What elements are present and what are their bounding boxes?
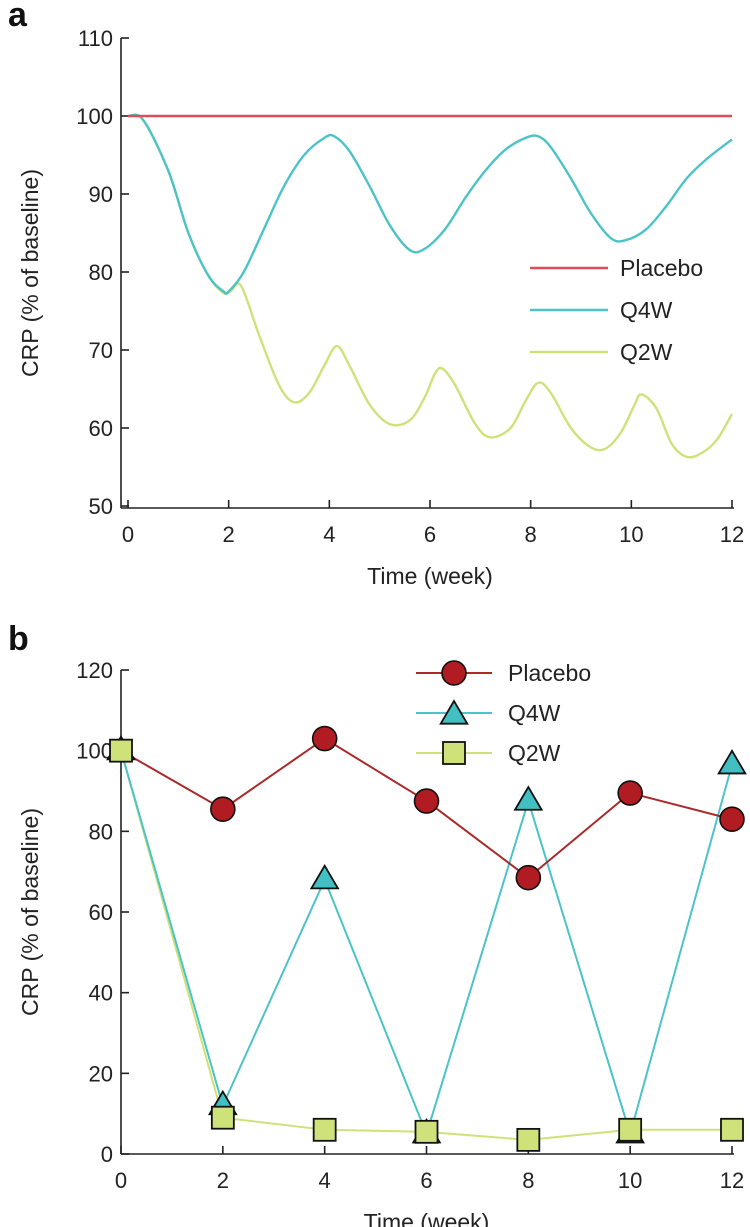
y-tick-label: 0 — [101, 1142, 113, 1167]
panel-label-a: a — [8, 0, 27, 34]
chart-panel-a: a 50 60 70 80 90 100 110 0 2 4 6 8 10 12 Time (week) CR… — [0, 0, 750, 600]
q2w-marker — [414, 1119, 439, 1144]
x-axis-title: Time (week) — [367, 563, 493, 589]
chart-a-svg: 50 60 70 80 90 100 110 0 2 4 6 8 10 12 Time (week) CRP … — [17, 26, 744, 589]
x-tick-label: 10 — [619, 522, 643, 547]
y-tick-label: 70 — [89, 338, 113, 363]
legend-label-q2w: Q2W — [620, 339, 673, 365]
chart-panel-b: b 0 20 40 60 80 100 120 0 2 4 6 8 10 12 Time (week) CRP… — [0, 610, 750, 1227]
q2w-marker — [618, 1117, 643, 1142]
y-tick-label: 80 — [89, 260, 113, 285]
x-tick-label: 6 — [424, 522, 436, 547]
q4w-marker — [513, 785, 544, 811]
y-tick-label: 40 — [89, 981, 113, 1006]
placebo-marker — [413, 788, 440, 814]
q2w-marker — [210, 1105, 235, 1130]
placebo-marker — [515, 864, 542, 891]
q2w-marker — [109, 738, 133, 763]
x-tick-label: 8 — [522, 1168, 534, 1193]
placebo-marker — [311, 725, 338, 752]
y-tick-label: 120 — [76, 658, 113, 683]
y-tick-label: 80 — [89, 819, 113, 844]
legend-label-q2w: Q2W — [508, 740, 561, 766]
legend-label-q4w: Q4W — [508, 700, 561, 726]
x-tick-label: 12 — [720, 1168, 744, 1193]
legend-marker-placebo — [441, 660, 467, 686]
legend-label-q4w: Q4W — [620, 297, 673, 323]
q2w-marker — [312, 1117, 337, 1142]
q4w-marker — [717, 749, 747, 775]
q2w-line — [127, 113, 734, 459]
y-tick-label: 110 — [78, 26, 113, 51]
y-tick-label: 50 — [89, 494, 113, 519]
x-tick-label: 12 — [720, 522, 744, 547]
y-tick-label: 60 — [89, 900, 113, 925]
legend-marker-q2w — [442, 741, 466, 765]
legend-label-placebo: Placebo — [508, 660, 591, 686]
y-axis-title: CRP (% of baseline) — [17, 169, 43, 377]
legend-marker-q4w — [439, 699, 469, 725]
placebo-marker — [617, 780, 643, 806]
x-tick-label: 4 — [323, 522, 335, 547]
q4w-marker — [309, 863, 340, 890]
placebo-marker — [210, 796, 236, 822]
y-axis-title: CRP (% of baseline) — [17, 808, 43, 1016]
x-tick-label: 8 — [525, 522, 537, 547]
y-tick-label: 100 — [76, 104, 113, 129]
q2w-marker — [516, 1127, 541, 1152]
x-tick-label: 2 — [217, 1168, 229, 1193]
q4w-line — [127, 113, 733, 295]
y-tick-label: 90 — [89, 182, 113, 207]
x-tick-label: 2 — [223, 522, 235, 547]
q2w-marker — [720, 1117, 744, 1142]
x-axis-title: Time (week) — [364, 1209, 490, 1227]
y-tick-label: 60 — [89, 416, 113, 441]
x-tick-label: 6 — [420, 1168, 432, 1193]
panel-label-b: b — [8, 620, 29, 658]
x-tick-label: 0 — [122, 522, 134, 547]
legend-label-placebo: Placebo — [620, 255, 703, 281]
x-tick-label: 4 — [319, 1168, 331, 1193]
placebo-marker — [719, 806, 745, 833]
x-tick-label: 10 — [618, 1168, 642, 1193]
y-tick-label: 20 — [89, 1061, 113, 1086]
x-tick-label: 0 — [115, 1168, 127, 1193]
